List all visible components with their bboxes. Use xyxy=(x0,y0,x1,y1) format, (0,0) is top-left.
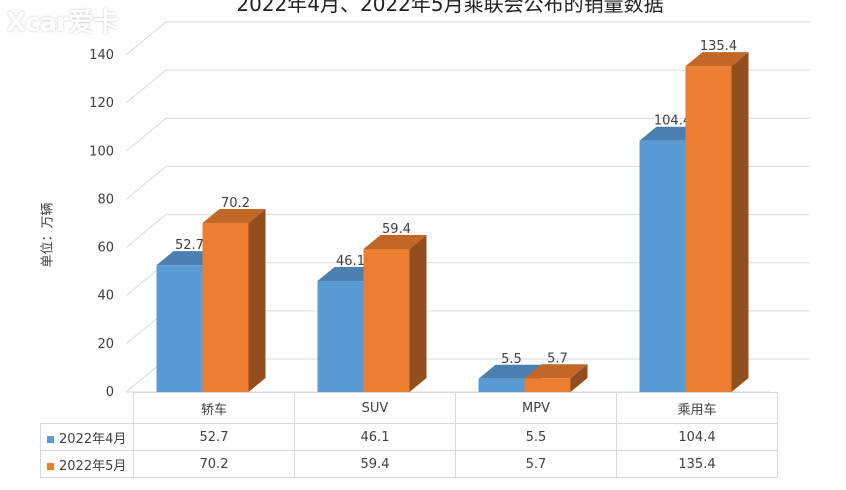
y-tick-label: 120 xyxy=(89,96,114,111)
bar-side xyxy=(248,209,266,392)
table-cell: 46.1 xyxy=(294,423,456,451)
table-cell: 70.2 xyxy=(133,450,295,478)
y-tick-label: 140 xyxy=(89,48,114,63)
bar xyxy=(156,265,203,392)
gridline-depth xyxy=(125,117,167,152)
table-cell: 59.4 xyxy=(294,450,456,478)
table-cell: 5.5 xyxy=(455,423,617,451)
legend-label: 2022年4月 xyxy=(59,431,127,447)
bar-top xyxy=(685,52,749,67)
data-label: 135.4 xyxy=(700,39,737,54)
gridline-depth xyxy=(125,21,167,56)
bar-top xyxy=(524,364,588,379)
table-cell: 135.4 xyxy=(616,450,778,478)
bar-side xyxy=(570,364,588,392)
legend-label: 2022年5月 xyxy=(59,458,127,474)
y-tick-label: 20 xyxy=(97,337,114,352)
bar xyxy=(639,140,686,392)
category-label: 轿车 xyxy=(133,392,295,424)
data-table-header-row: 轿车 SUV MPV 乘用车 xyxy=(40,392,778,424)
data-label: 5.7 xyxy=(547,351,568,366)
bar xyxy=(478,378,525,392)
y-tick-label: 60 xyxy=(97,241,114,256)
category-label: MPV xyxy=(455,392,617,424)
bar xyxy=(524,378,571,392)
data-table: 轿车 SUV MPV 乘用车 2022年4月 52.7 46.1 5.5 104… xyxy=(40,392,778,478)
chart-title: 2022年4月、2022年5月乘联会公布的销量数据 xyxy=(236,0,664,16)
legend-key-april xyxy=(47,435,54,443)
y-tick-label: 80 xyxy=(97,192,114,207)
legend-entry-may: 2022年5月 xyxy=(40,450,134,478)
data-label: 52.7 xyxy=(175,238,204,253)
gridline-depth xyxy=(125,166,167,200)
watermark-logo: Xcar爱卡 xyxy=(6,8,119,38)
legend-entry-april: 2022年4月 xyxy=(40,423,134,451)
data-label: 46.1 xyxy=(336,254,365,269)
bar-top xyxy=(363,235,427,250)
bar-side xyxy=(731,52,749,393)
data-label: 104.4 xyxy=(654,114,691,129)
gridline-depth xyxy=(125,214,167,248)
data-label: 70.2 xyxy=(221,196,250,211)
data-table-row-april: 2022年4月 52.7 46.1 5.5 104.4 xyxy=(40,423,778,451)
legend-key-may xyxy=(47,462,54,470)
table-cell: 104.4 xyxy=(616,423,778,451)
bar xyxy=(202,223,249,392)
category-label: 乘用车 xyxy=(616,392,778,424)
data-table-corner xyxy=(40,392,134,424)
y-tick-label: 100 xyxy=(89,144,114,159)
data-table-row-may: 2022年5月 70.2 59.4 5.7 135.4 xyxy=(40,450,778,478)
gridline-depth xyxy=(125,69,167,104)
data-label: 5.5 xyxy=(501,352,522,367)
category-label: SUV xyxy=(294,392,456,424)
data-label: 59.4 xyxy=(382,222,411,237)
bar xyxy=(317,281,364,392)
bar-top xyxy=(202,209,266,224)
bar-side xyxy=(409,235,427,392)
bar-top xyxy=(478,364,542,379)
table-cell: 5.7 xyxy=(455,450,617,478)
bar xyxy=(685,66,732,392)
table-cell: 52.7 xyxy=(133,423,295,451)
y-tick-label: 40 xyxy=(97,289,114,304)
bar xyxy=(363,249,410,392)
